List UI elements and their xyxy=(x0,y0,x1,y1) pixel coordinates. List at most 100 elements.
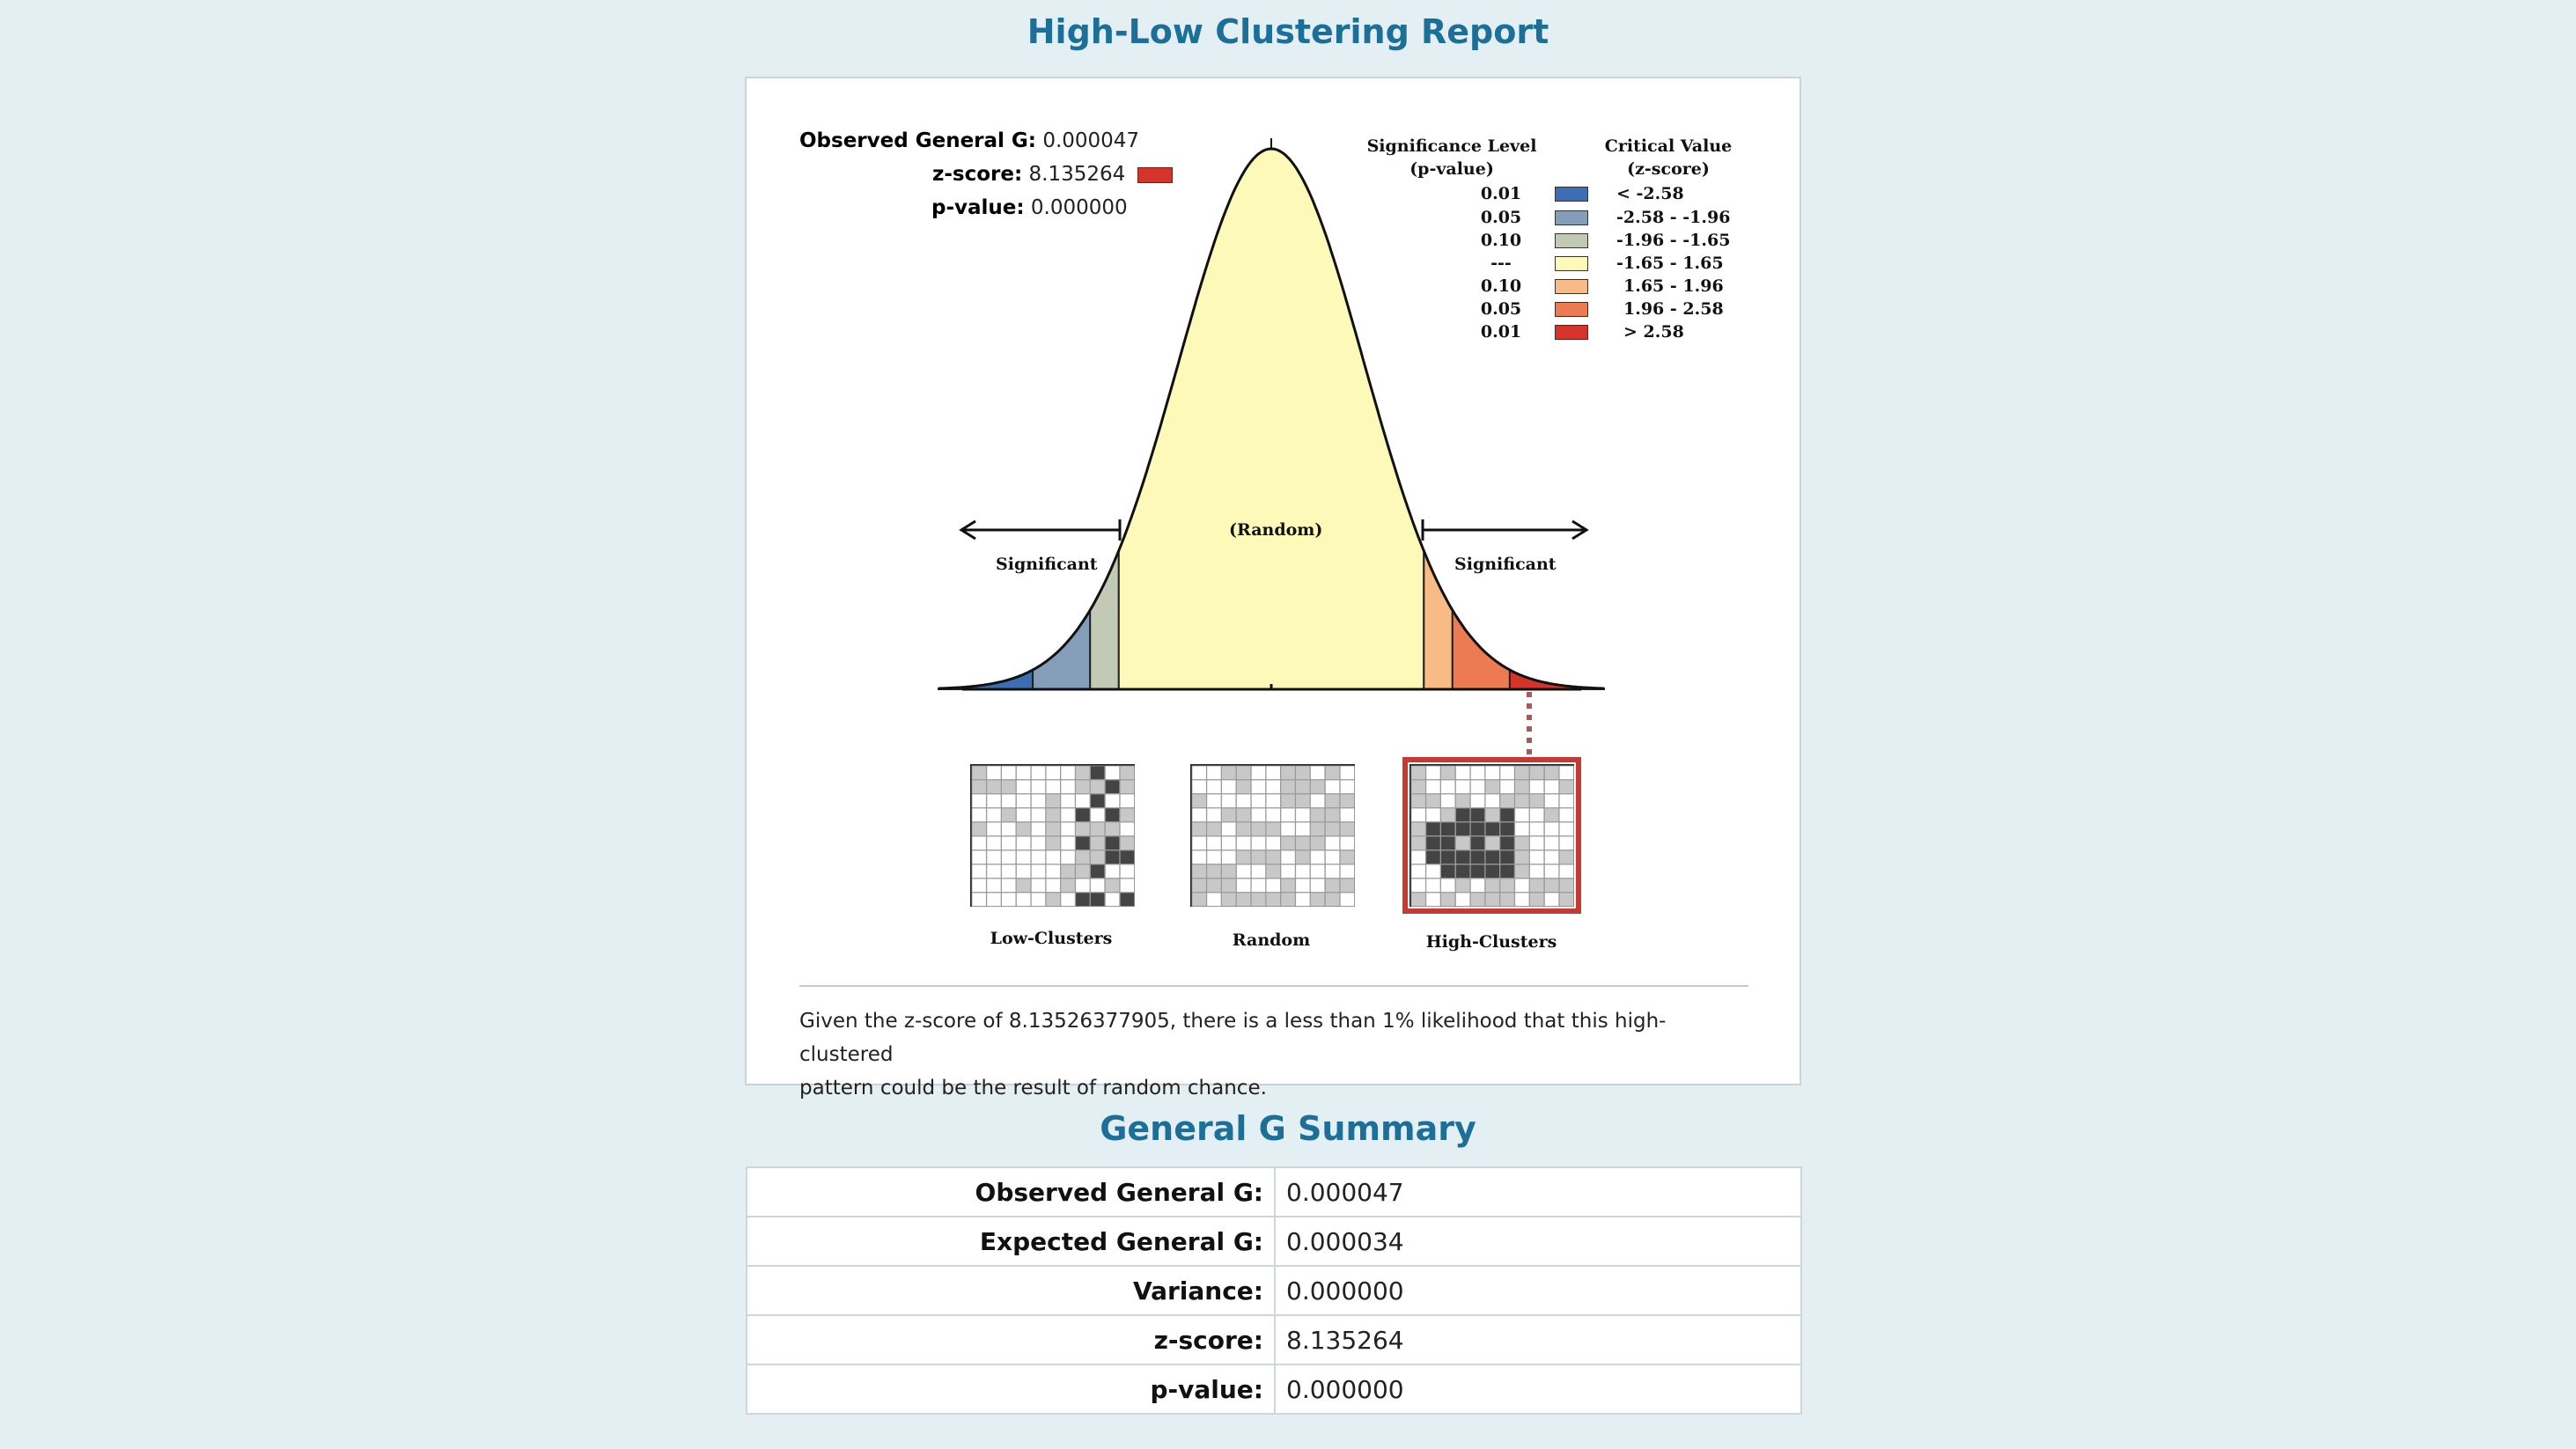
map-cell xyxy=(1075,793,1091,808)
map-cell xyxy=(1265,850,1281,864)
map-cell xyxy=(1543,835,1560,850)
map-cell xyxy=(1558,807,1574,822)
map-cell xyxy=(1191,864,1207,879)
table-row: Expected General G: 0.000034 xyxy=(746,1216,1802,1267)
legend-z-range: -1.96 - -1.65 xyxy=(1616,231,1731,250)
map-cell xyxy=(1410,892,1426,907)
map-cell xyxy=(1543,807,1560,822)
map-cell xyxy=(1558,835,1574,850)
left-significance-arrow xyxy=(959,519,1122,541)
map-cell xyxy=(1030,807,1047,822)
map-cell xyxy=(1280,892,1296,907)
map-cell xyxy=(1265,807,1281,822)
map-cell xyxy=(1469,765,1486,780)
observed-g-value: 0.000047 xyxy=(1042,129,1140,152)
map-cell xyxy=(1075,850,1091,864)
map-cell xyxy=(1250,793,1267,808)
map-cell xyxy=(1469,779,1486,794)
map-cell xyxy=(1469,821,1486,836)
map-cell xyxy=(1060,779,1076,794)
map-cell xyxy=(1440,821,1456,836)
map-cell xyxy=(1206,807,1222,822)
row-label: Expected General G: xyxy=(746,1216,1276,1267)
map-cell xyxy=(1030,878,1047,893)
map-cell xyxy=(1455,793,1471,808)
map-cell xyxy=(1310,765,1326,780)
map-cell xyxy=(1191,807,1207,822)
map-cell xyxy=(971,821,987,836)
map-cell xyxy=(1236,765,1252,780)
map-cell xyxy=(986,892,1002,907)
random-map[interactable] xyxy=(1190,764,1355,907)
map-cell xyxy=(1265,835,1281,850)
map-cell xyxy=(1104,864,1121,879)
map-cell xyxy=(1060,807,1076,822)
map-cell xyxy=(1455,807,1471,822)
map-cell xyxy=(1469,850,1486,864)
row-label: z-score: xyxy=(746,1314,1276,1365)
map-cell xyxy=(1529,807,1545,822)
right-significant-label: Significant xyxy=(1454,555,1557,574)
map-cell xyxy=(1469,835,1486,850)
map-cell xyxy=(1455,850,1471,864)
bell-curve-diagram xyxy=(938,138,1605,914)
map-cell xyxy=(1484,779,1500,794)
legend-p-value: 0.10 xyxy=(1480,231,1522,250)
map-cell xyxy=(1339,779,1355,794)
map-cell xyxy=(1455,892,1471,907)
map-cell xyxy=(1425,850,1441,864)
map-cell xyxy=(1499,807,1515,822)
map-cell xyxy=(971,779,987,794)
map-cell xyxy=(1339,821,1355,836)
map-cell xyxy=(1030,892,1047,907)
map-cell xyxy=(1265,892,1281,907)
map-cell xyxy=(971,850,987,864)
map-cell xyxy=(1529,878,1545,893)
map-cell xyxy=(1529,835,1545,850)
map-cell xyxy=(1558,779,1574,794)
map-cell xyxy=(986,779,1002,794)
map-cell xyxy=(1440,765,1456,780)
map-cell xyxy=(1030,835,1047,850)
map-cell xyxy=(1206,821,1222,836)
legend-swatch xyxy=(1555,187,1588,202)
map-cell xyxy=(1016,765,1032,780)
legend-crit-header-line1: Critical Value xyxy=(1604,136,1733,156)
pvalue-stat: p-value: 0.000000 xyxy=(931,196,1128,219)
map-cell xyxy=(1324,878,1341,893)
map-cell xyxy=(1440,779,1456,794)
map-cell xyxy=(1310,835,1326,850)
interpretation-line-1: Given the z-score of 8.13526377905, ther… xyxy=(799,1010,1667,1066)
row-value: 0.000034 xyxy=(1274,1216,1802,1267)
map-cell xyxy=(1310,892,1326,907)
map-cell xyxy=(1339,793,1355,808)
map-cell xyxy=(1001,878,1017,893)
map-cell xyxy=(971,878,987,893)
interpretation-line-2: pattern could be the result of random ch… xyxy=(799,1077,1267,1100)
map-cell xyxy=(1001,864,1017,879)
map-cell xyxy=(1119,878,1135,893)
map-cell xyxy=(1250,765,1267,780)
map-cell xyxy=(1206,765,1222,780)
high-clusters-map[interactable] xyxy=(1402,757,1581,914)
curve-region xyxy=(1508,668,1605,690)
map-cell xyxy=(1265,878,1281,893)
map-cell xyxy=(1119,864,1135,879)
map-cell xyxy=(1060,878,1076,893)
map-cell xyxy=(1206,892,1222,907)
map-cell xyxy=(1543,779,1560,794)
low-clusters-map[interactable] xyxy=(970,764,1135,907)
map-cell xyxy=(1090,892,1106,907)
map-cell xyxy=(1310,793,1326,808)
map-cell xyxy=(1250,807,1267,822)
map-cell xyxy=(1191,835,1207,850)
map-cell xyxy=(1529,793,1545,808)
legend-p-value: --- xyxy=(1490,254,1512,273)
map-cell xyxy=(1280,807,1296,822)
map-cell xyxy=(1324,821,1341,836)
map-cell xyxy=(1221,850,1237,864)
map-cell xyxy=(1410,779,1426,794)
map-cell xyxy=(1455,821,1471,836)
map-cell xyxy=(1119,850,1135,864)
map-cell xyxy=(1339,878,1355,893)
